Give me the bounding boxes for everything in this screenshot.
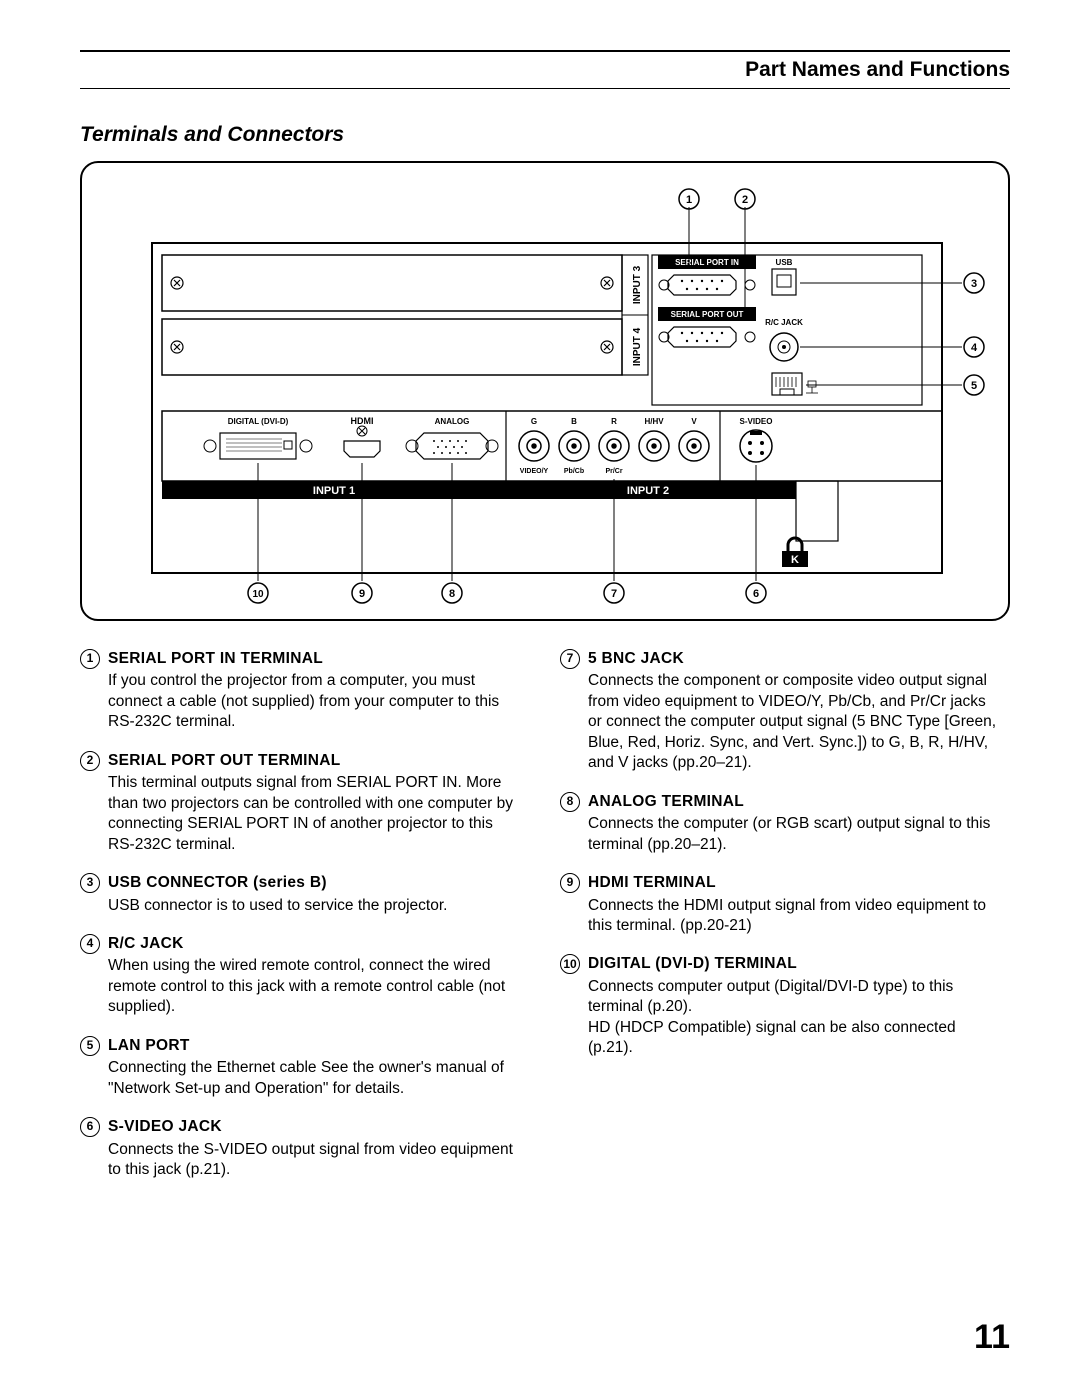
- svg-text:Pr/Cr: Pr/Cr: [605, 468, 622, 475]
- item-body: If you control the projector from a comp…: [108, 671, 520, 732]
- svg-text:3: 3: [971, 278, 977, 290]
- item-number-badge: 5: [80, 1036, 100, 1056]
- input2-label: INPUT 2: [627, 485, 669, 497]
- item-title: DIGITAL (DVI-D) TERMINAL: [588, 954, 1000, 974]
- item-title: HDMI TERMINAL: [588, 873, 1000, 893]
- svg-text:Pb/Cb: Pb/Cb: [564, 468, 584, 475]
- item-body: Connects the component or composite vide…: [588, 671, 1000, 773]
- item-title: USB CONNECTOR (series B): [108, 873, 520, 893]
- usb-label: USB: [776, 258, 793, 267]
- dvi-connector: [204, 433, 312, 459]
- svg-text:10: 10: [252, 589, 264, 600]
- header-bar: Part Names and Functions: [80, 50, 1010, 89]
- item-body: USB connector is to used to service the …: [108, 896, 520, 916]
- hdmi-label: HDMI: [351, 416, 374, 426]
- item-title: 5 BNC JACK: [588, 649, 1000, 669]
- serial-out-label: SERIAL PORT OUT: [671, 310, 744, 319]
- left-column: 1 SERIAL PORT IN TERMINALIf you control t…: [80, 649, 520, 1199]
- terminals-diagram: INPUT 3 INPUT 4 SERIAL PORT IN SERIAL PO…: [80, 161, 1010, 621]
- svg-text:2: 2: [742, 194, 748, 206]
- item-number-badge: 6: [80, 1117, 100, 1137]
- analog-label: ANALOG: [435, 417, 470, 426]
- usb-port: [772, 269, 796, 295]
- page: Part Names and Functions Terminals and C…: [0, 0, 1080, 1239]
- item-body: When using the wired remote control, con…: [108, 956, 520, 1017]
- item-title: SERIAL PORT OUT TERMINAL: [108, 751, 520, 771]
- lock-icon: K: [782, 538, 808, 567]
- svg-text:1: 1: [686, 194, 692, 206]
- item-body: This terminal outputs signal from SERIAL…: [108, 773, 520, 855]
- description-item: 10 DIGITAL (DVI-D) TERMINAL Connects compu…: [560, 954, 1000, 1058]
- description-item: 9 HDMI TERMINAL Connects the HDMI output s…: [560, 873, 1000, 936]
- description-item: 3 USB CONNECTOR (series B) USB connector i…: [80, 873, 520, 916]
- item-number-badge: 8: [560, 792, 580, 812]
- item-number-badge: 2: [80, 751, 100, 771]
- item-title: ANALOG TERMINAL: [588, 792, 1000, 812]
- descriptions: 1 SERIAL PORT IN TERMINALIf you control t…: [80, 649, 1010, 1199]
- lan-port: [772, 373, 802, 395]
- serial-port-out: [659, 327, 755, 347]
- svg-text:H/HV: H/HV: [644, 417, 664, 426]
- svg-text:4: 4: [971, 342, 978, 354]
- description-item: 7 5 BNC JACKConnects the component or com…: [560, 649, 1000, 774]
- svg-text:V: V: [691, 417, 697, 426]
- description-item: 1 SERIAL PORT IN TERMINALIf you control t…: [80, 649, 520, 733]
- svg-text:6: 6: [753, 588, 759, 600]
- svg-text:G: G: [531, 417, 537, 426]
- item-title: R/C JACK: [108, 934, 520, 954]
- svg-text:9: 9: [359, 588, 365, 600]
- analog-connector: [406, 433, 498, 459]
- item-body: Connecting the Ethernet cable See the ow…: [108, 1058, 520, 1099]
- input3-label: INPUT 3: [632, 265, 643, 304]
- serial-port-in: [659, 275, 755, 295]
- svg-text:VIDEO/Y: VIDEO/Y: [520, 468, 549, 475]
- item-number-badge: 3: [80, 873, 100, 893]
- input1-label: INPUT 1: [313, 485, 355, 497]
- item-number-badge: 9: [560, 873, 580, 893]
- section-title: Terminals and Connectors: [80, 123, 1010, 147]
- item-body: Connects the computer (or RGB scart) out…: [588, 814, 1000, 855]
- item-number-badge: 7: [560, 649, 580, 669]
- page-number: 11: [974, 1318, 1010, 1357]
- svg-text:B: B: [571, 417, 577, 426]
- svg-text:5: 5: [971, 380, 977, 392]
- item-body: Connects the S-VIDEO output signal from …: [108, 1140, 520, 1181]
- svg-text:8: 8: [449, 588, 455, 600]
- rc-jack-label: R/C JACK: [765, 318, 803, 327]
- item-number-badge: 10: [560, 954, 580, 974]
- item-body: Connects the HDMI output signal from vid…: [588, 896, 1000, 937]
- svg-text:R: R: [611, 417, 617, 426]
- item-title: LAN PORT: [108, 1036, 520, 1056]
- description-item: 2 SERIAL PORT OUT TERMINALThis terminal o…: [80, 751, 520, 855]
- item-body: Connects computer output (Digital/DVI-D …: [588, 977, 1000, 1059]
- digital-label: DIGITAL (DVI-D): [228, 417, 289, 426]
- bnc-row: G B R H/HV V VIDEO/Y Pb/Cb Pr/Cr: [519, 417, 709, 475]
- item-title: SERIAL PORT IN TERMINAL: [108, 649, 520, 669]
- description-item: 5 LAN PORTConnecting the Ethernet cable S…: [80, 1036, 520, 1099]
- input4-label: INPUT 4: [632, 327, 643, 366]
- item-number-badge: 1: [80, 649, 100, 669]
- svideo-jack: [740, 430, 772, 462]
- description-item: 6 S-VIDEO JACK Connects the S-VIDEO output…: [80, 1117, 520, 1180]
- item-title: S-VIDEO JACK: [108, 1117, 520, 1137]
- svg-text:K: K: [791, 554, 799, 566]
- right-column: 7 5 BNC JACKConnects the component or com…: [560, 649, 1000, 1199]
- item-number-badge: 4: [80, 934, 100, 954]
- hdmi-connector: [344, 441, 380, 457]
- svg-text:7: 7: [611, 588, 617, 600]
- svideo-label: S-VIDEO: [740, 417, 773, 426]
- description-item: 8 ANALOG TERMINALConnects the computer (o…: [560, 792, 1000, 855]
- serial-in-label: SERIAL PORT IN: [675, 258, 739, 267]
- description-item: 4 R/C JACKWhen using the wired remote con…: [80, 934, 520, 1018]
- header-title: Part Names and Functions: [745, 58, 1010, 81]
